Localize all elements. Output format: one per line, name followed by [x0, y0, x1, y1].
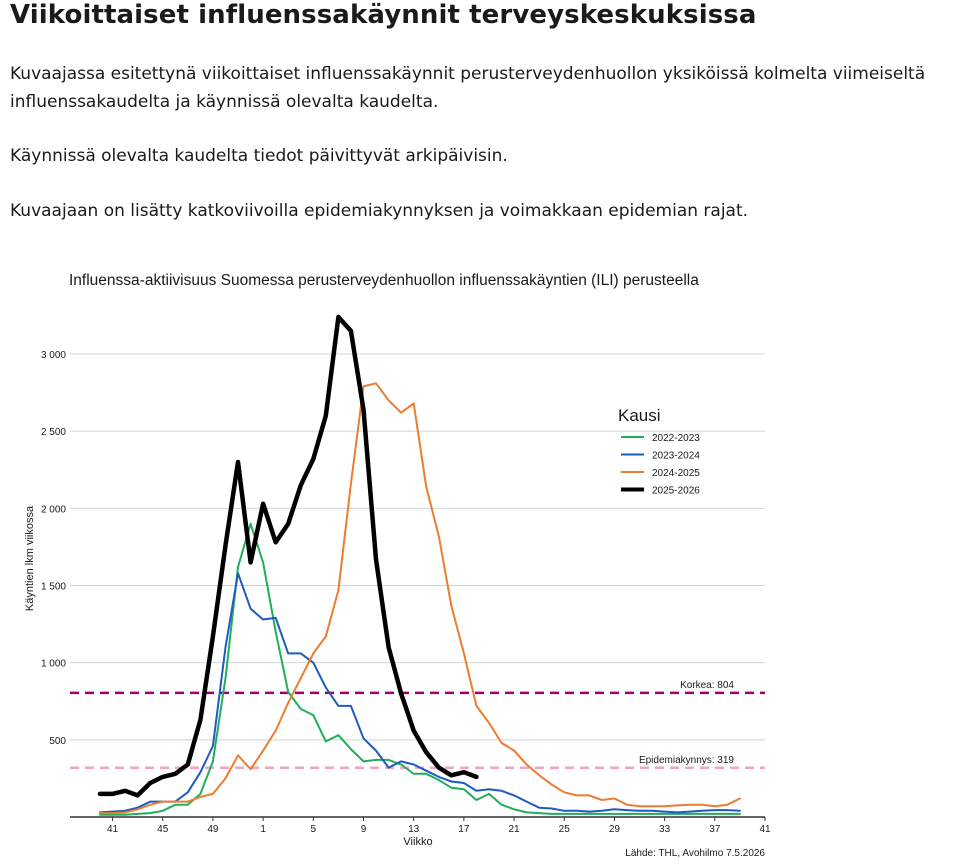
page-title: Viikoittaiset influenssakäynnit terveysk…: [10, 0, 757, 30]
x-tick-label: 41: [107, 824, 119, 835]
series-line-2024-2025: [99, 382, 741, 815]
y-tick-label: 1 500: [41, 582, 66, 593]
x-tick-label: 37: [709, 824, 721, 835]
y-tick-label: 2 500: [41, 427, 66, 438]
legend-label: 2022-2023: [652, 433, 700, 444]
series-line-2023-2024: [99, 572, 741, 814]
series-line-2022-2023: [99, 522, 741, 816]
x-tick-label: 25: [559, 824, 571, 835]
legend-title: Kausi: [618, 406, 661, 425]
x-tick-label: 1: [260, 824, 266, 835]
x-tick-label: 5: [311, 824, 317, 835]
x-tick-label: 33: [659, 824, 671, 835]
x-tick-label: 9: [361, 824, 367, 835]
update-paragraph: Käynnissä olevalta kaudelta tiedot päivi…: [10, 146, 508, 166]
x-tick-label: 13: [408, 824, 420, 835]
legend-label: 2023-2024: [652, 451, 700, 462]
chart-title: Influenssa-aktiivisuus Suomessa peruster…: [69, 272, 699, 289]
intro-paragraph: Kuvaajassa esitettynä viikoittaiset infl…: [10, 64, 926, 112]
x-tick-label: 21: [508, 824, 520, 835]
threshold-paragraph: Kuvaajaan on lisätty katkoviivoilla epid…: [10, 201, 749, 221]
source-note: Lähde: THL, Avohilmo 7.5.2026: [625, 848, 765, 859]
x-tick-label: 29: [609, 824, 621, 835]
x-tick-label: 17: [458, 824, 470, 835]
legend-label: 2024-2025: [652, 468, 700, 479]
y-axis-label: Käyntien lkm viikossa: [24, 505, 36, 611]
legend: Kausi 2022-2023 2023-2024 2024-2025 2025-20…: [618, 406, 700, 497]
axes: 500 1 000 1 500 2 000 2 500 3 000 41 45 49 1 5 9 13 1…: [41, 350, 771, 835]
x-axis-label: Viikko: [403, 836, 432, 848]
series-line-2025-2026: [97, 314, 479, 798]
grid-lines: [70, 353, 765, 741]
y-tick-label: 500: [49, 736, 66, 747]
x-tick-label: 49: [207, 824, 219, 835]
influenza-line-chart: Influenssa-aktiivisuus Suomessa peruster…: [24, 272, 771, 859]
legend-label: 2025-2026: [652, 486, 700, 497]
x-tick-label: 41: [759, 824, 771, 835]
y-tick-label: 2 000: [41, 504, 66, 515]
threshold-label: Epidemiakynnys: 319: [639, 755, 734, 766]
series-lines: [97, 314, 741, 816]
threshold-lines: Korkea: 804 Epidemiakynnys: 319: [70, 680, 765, 770]
y-tick-label: 1 000: [41, 659, 66, 670]
threshold-label: Korkea: 804: [680, 680, 734, 691]
y-tick-label: 3 000: [41, 350, 66, 361]
x-tick-label: 45: [157, 824, 169, 835]
